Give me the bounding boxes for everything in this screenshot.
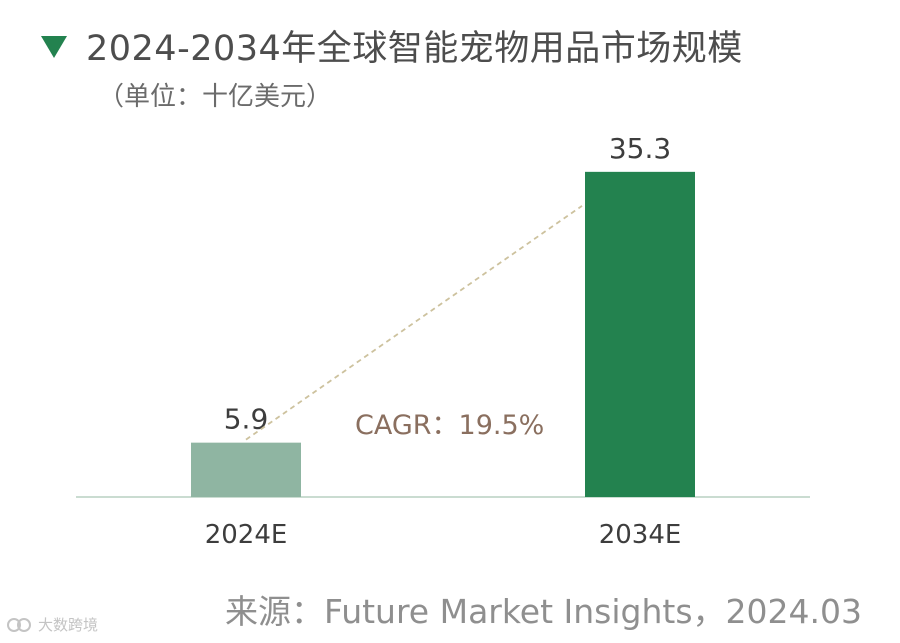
- bar-chart: 5.9 2024E 35.3 2034E CAGR：19.5%: [76, 132, 810, 550]
- triangle-down-icon: [41, 35, 67, 58]
- cagr-trend-line: [245, 205, 583, 441]
- x-tick-label-2024E: 2024E: [205, 520, 288, 550]
- watermark: 大数跨境: [6, 614, 98, 635]
- data-label-2034E: 35.3: [609, 132, 671, 165]
- chart-subtitle: （单位：十亿美元）: [98, 82, 333, 112]
- watermark-logo-icon: [7, 617, 31, 632]
- x-tick-label-2034E: 2034E: [599, 520, 682, 550]
- source-note: 来源：Future Market Insights，2024.03: [225, 592, 862, 631]
- chart-title: 2024-2034年全球智能宠物用品市场规模: [86, 29, 743, 69]
- bar-2034E: [585, 171, 695, 497]
- cagr-annotation: CAGR：19.5%: [355, 410, 544, 441]
- chart-header: 2024-2034年全球智能宠物用品市场规模: [38, 20, 743, 71]
- bar-2024E: [191, 442, 301, 497]
- data-label-2024E: 5.9: [224, 403, 269, 436]
- watermark-text: 大数跨境: [38, 616, 99, 634]
